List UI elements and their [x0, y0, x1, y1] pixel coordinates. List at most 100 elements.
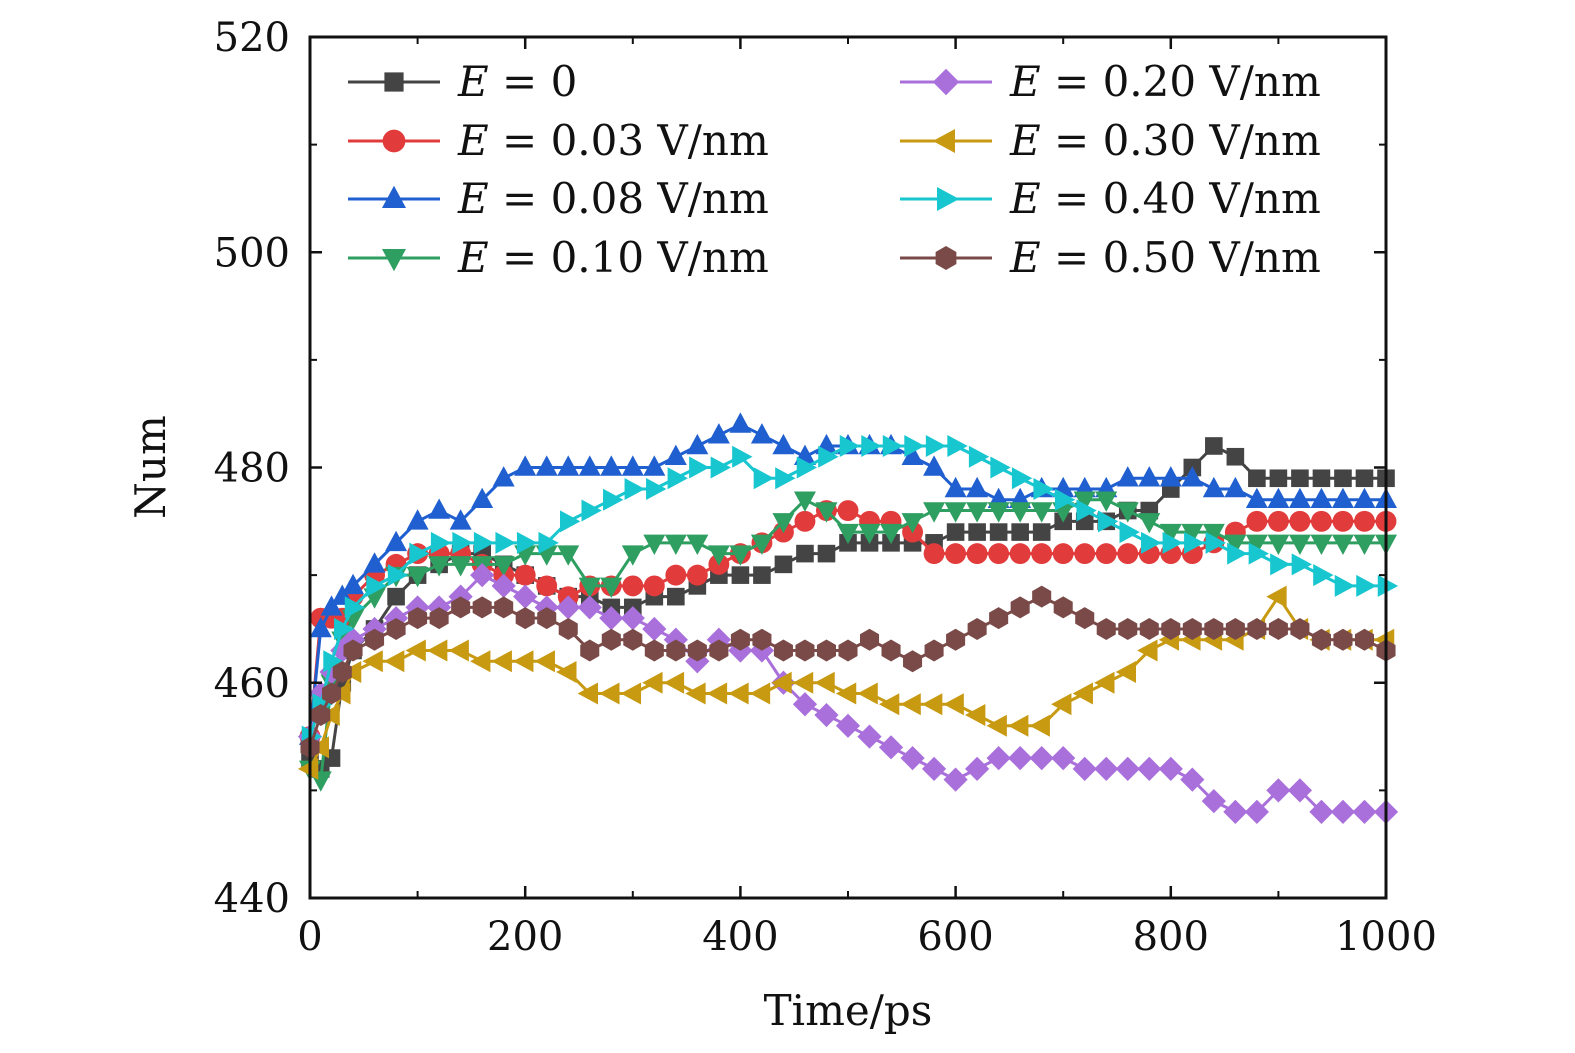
y-axis-title: Num — [126, 415, 175, 519]
data-point — [1053, 596, 1073, 619]
data-point — [923, 455, 946, 476]
data-point — [1010, 596, 1030, 619]
data-point — [839, 434, 861, 457]
legend-label-value: = 0.30 V/nm — [1041, 116, 1321, 165]
data-point — [1009, 543, 1031, 565]
data-point — [1180, 767, 1205, 792]
data-point — [1268, 617, 1288, 640]
data-point — [1095, 543, 1117, 565]
legend-item: E = 0.03 V/nm — [348, 116, 769, 165]
data-point — [514, 564, 536, 586]
data-point — [835, 682, 857, 705]
data-point — [600, 577, 623, 598]
data-point — [386, 617, 406, 640]
data-point — [772, 513, 795, 534]
data-point — [321, 682, 342, 705]
data-point — [1181, 466, 1204, 487]
data-point — [989, 607, 1009, 630]
data-point — [990, 456, 1011, 479]
data-point — [472, 596, 492, 619]
data-point — [857, 724, 882, 749]
data-point — [1334, 574, 1356, 597]
data-point — [470, 563, 495, 588]
data-point — [793, 491, 816, 512]
data-point — [901, 444, 924, 465]
data-point — [1029, 714, 1050, 737]
data-point — [1269, 469, 1288, 488]
legend-item: E = 0 — [348, 57, 577, 106]
legend-label: E = 0.40 V/nm — [1009, 174, 1321, 223]
data-point — [1226, 447, 1245, 466]
data-point — [344, 596, 366, 619]
data-point — [1267, 534, 1290, 555]
data-point — [924, 639, 944, 662]
x-tick-label: 400 — [702, 914, 778, 960]
data-point — [513, 584, 538, 609]
data-point — [878, 693, 900, 716]
data-point — [794, 510, 816, 532]
data-point — [620, 606, 645, 631]
data-point — [921, 693, 943, 716]
data-point — [1288, 487, 1311, 509]
data-point — [1030, 502, 1053, 523]
data-point — [406, 509, 429, 530]
data-point — [451, 596, 471, 619]
y-tick-label: 480 — [214, 446, 290, 492]
data-point — [989, 523, 1008, 541]
legend-label-variable: E — [1009, 116, 1041, 165]
data-point — [796, 544, 814, 563]
data-point — [1032, 523, 1051, 541]
legend-label-value: = 0.10 V/nm — [489, 233, 769, 282]
data-point — [771, 671, 792, 694]
data-point — [513, 650, 534, 673]
data-point — [792, 692, 818, 717]
legend-label-value: = 0.20 V/nm — [1041, 57, 1321, 106]
data-point — [665, 564, 687, 586]
data-point — [297, 757, 319, 780]
data-point — [1310, 510, 1332, 532]
data-point — [1309, 799, 1334, 824]
legend-marker — [384, 72, 404, 92]
data-point — [986, 745, 1011, 771]
data-point — [881, 639, 901, 662]
series-line — [308, 595, 1386, 770]
data-point — [1267, 510, 1289, 532]
legend-item: E = 0.08 V/nm — [348, 174, 769, 223]
data-point — [1094, 756, 1119, 781]
data-point — [577, 595, 602, 620]
data-point — [1139, 617, 1159, 640]
data-point — [534, 650, 555, 673]
data-point — [428, 556, 451, 577]
data-point — [363, 552, 386, 573]
data-point — [817, 544, 836, 563]
data-point — [901, 513, 924, 534]
data-point — [492, 556, 515, 577]
data-point — [687, 639, 707, 662]
data-point — [1354, 510, 1375, 532]
data-point — [1248, 542, 1269, 565]
data-point — [1032, 585, 1052, 608]
legend-label: E = 0.08 V/nm — [457, 174, 769, 223]
data-point — [945, 543, 967, 565]
data-point — [494, 596, 514, 619]
data-point — [1159, 523, 1182, 545]
series-4 — [299, 491, 1397, 792]
data-point — [1288, 534, 1311, 555]
data-point — [366, 574, 387, 597]
x-tick-label: 200 — [487, 914, 563, 960]
data-point — [1310, 487, 1333, 509]
data-point — [1073, 491, 1096, 512]
data-point — [408, 607, 428, 630]
data-point — [710, 456, 731, 479]
data-point — [642, 616, 667, 642]
legend-label-value: = 0.08 V/nm — [489, 174, 769, 223]
data-point — [492, 466, 515, 487]
legend-label: E = 0.20 V/nm — [1009, 57, 1321, 106]
data-point — [835, 713, 861, 738]
data-point — [362, 650, 383, 673]
data-point — [944, 476, 967, 498]
data-point — [1313, 564, 1334, 587]
data-point — [623, 628, 643, 651]
data-point — [622, 575, 644, 597]
series-3 — [299, 412, 1397, 745]
